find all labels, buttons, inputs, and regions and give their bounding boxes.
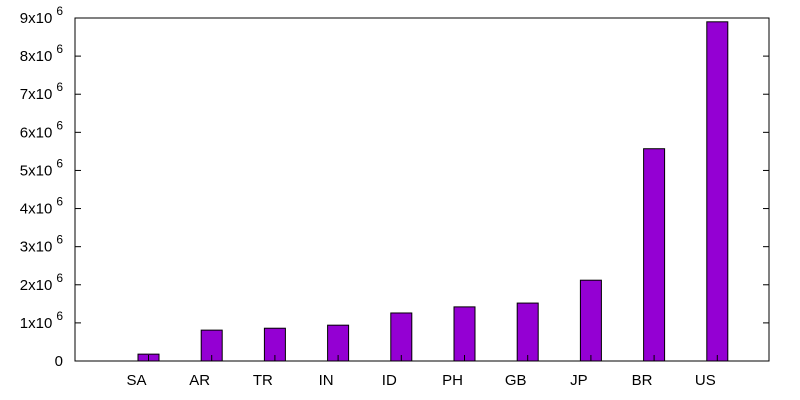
x-tick-label: SA (126, 372, 146, 389)
y-tick-label: 0 (55, 353, 63, 370)
x-tick-label: GB (505, 372, 527, 389)
x-tick-label: BR (632, 372, 653, 389)
plot-frame (74, 17, 770, 362)
y-tick-label: 3x10 6 (20, 233, 64, 256)
x-tick-label: TR (253, 372, 273, 389)
bar-us (706, 21, 729, 362)
x-tick-label: PH (442, 372, 463, 389)
x-tick-label: US (695, 372, 716, 389)
y-tick-label: 8x10 6 (20, 42, 64, 65)
y-tick-label: 2x10 6 (20, 271, 64, 294)
bar-ph (453, 306, 476, 362)
bar-br (643, 148, 666, 362)
bars (137, 21, 729, 362)
x-tick-label: AR (189, 372, 210, 389)
y-axis: 0 1x10 6 2x10 6 3x10 6 4x10 6 5x10 6 6x10 6 7x10 6 8x10… (20, 4, 769, 370)
x-tick-label: IN (319, 372, 334, 389)
y-tick-label: 1x10 6 (20, 309, 64, 332)
y-tick-label: 4x10 6 (20, 195, 64, 218)
bar-gb (516, 302, 539, 362)
y-tick-label: 6x10 6 (20, 118, 64, 141)
x-tick-label: JP (570, 372, 588, 389)
x-tick-label: ID (382, 372, 397, 389)
bar-jp (579, 279, 602, 362)
y-tick-label: 7x10 6 (20, 80, 64, 103)
x-axis: SA AR TR IN ID PH GB JP BR US (126, 355, 718, 389)
y-tick-label: 5x10 6 (20, 156, 64, 179)
bar-id (390, 312, 413, 362)
y-tick-label: 9x10 6 (20, 4, 64, 27)
